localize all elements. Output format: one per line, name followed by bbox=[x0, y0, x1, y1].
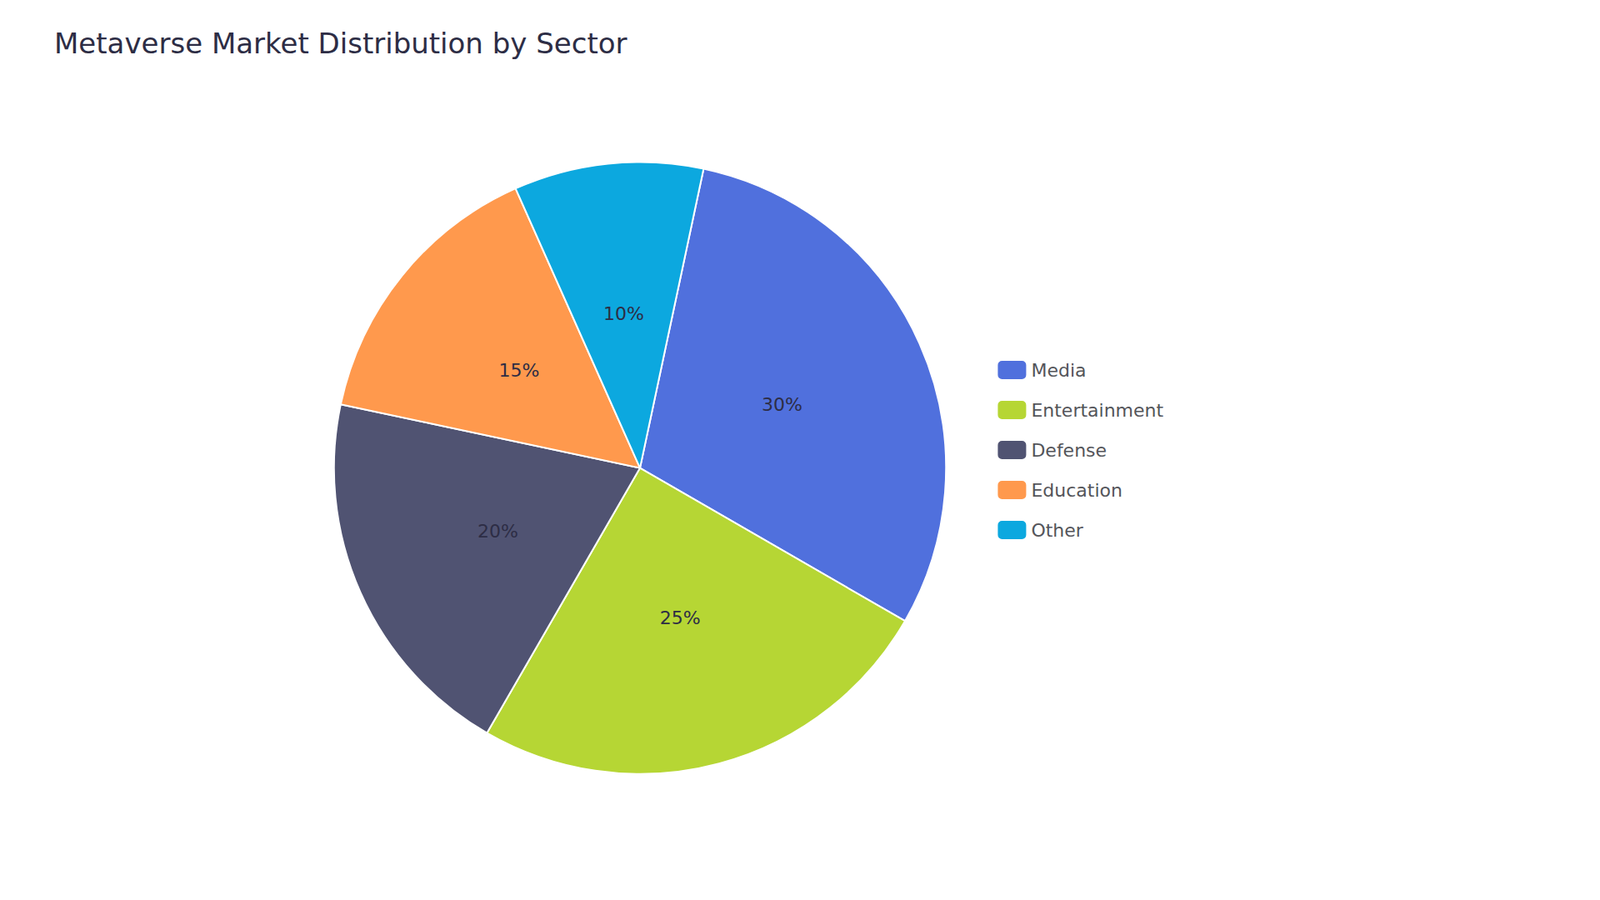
svg-text:Education: Education bbox=[1030, 480, 1123, 501]
svg-text:30%: 30% bbox=[761, 394, 803, 415]
svg-text:15%: 15% bbox=[499, 360, 540, 381]
svg-text:10%: 10% bbox=[603, 303, 645, 325]
svg-text:20%: 20% bbox=[477, 520, 519, 542]
svg-text:Media: Media bbox=[1030, 360, 1086, 381]
svg-text:Entertainment: Entertainment bbox=[1030, 400, 1164, 421]
svg-text:Metaverse Market Distribution: Metaverse Market Distribution by Sector bbox=[54, 26, 628, 60]
svg-text:Defense: Defense bbox=[1030, 440, 1107, 461]
svg-text:Other: Other bbox=[1030, 520, 1084, 541]
svg-text:25%: 25% bbox=[660, 607, 701, 629]
